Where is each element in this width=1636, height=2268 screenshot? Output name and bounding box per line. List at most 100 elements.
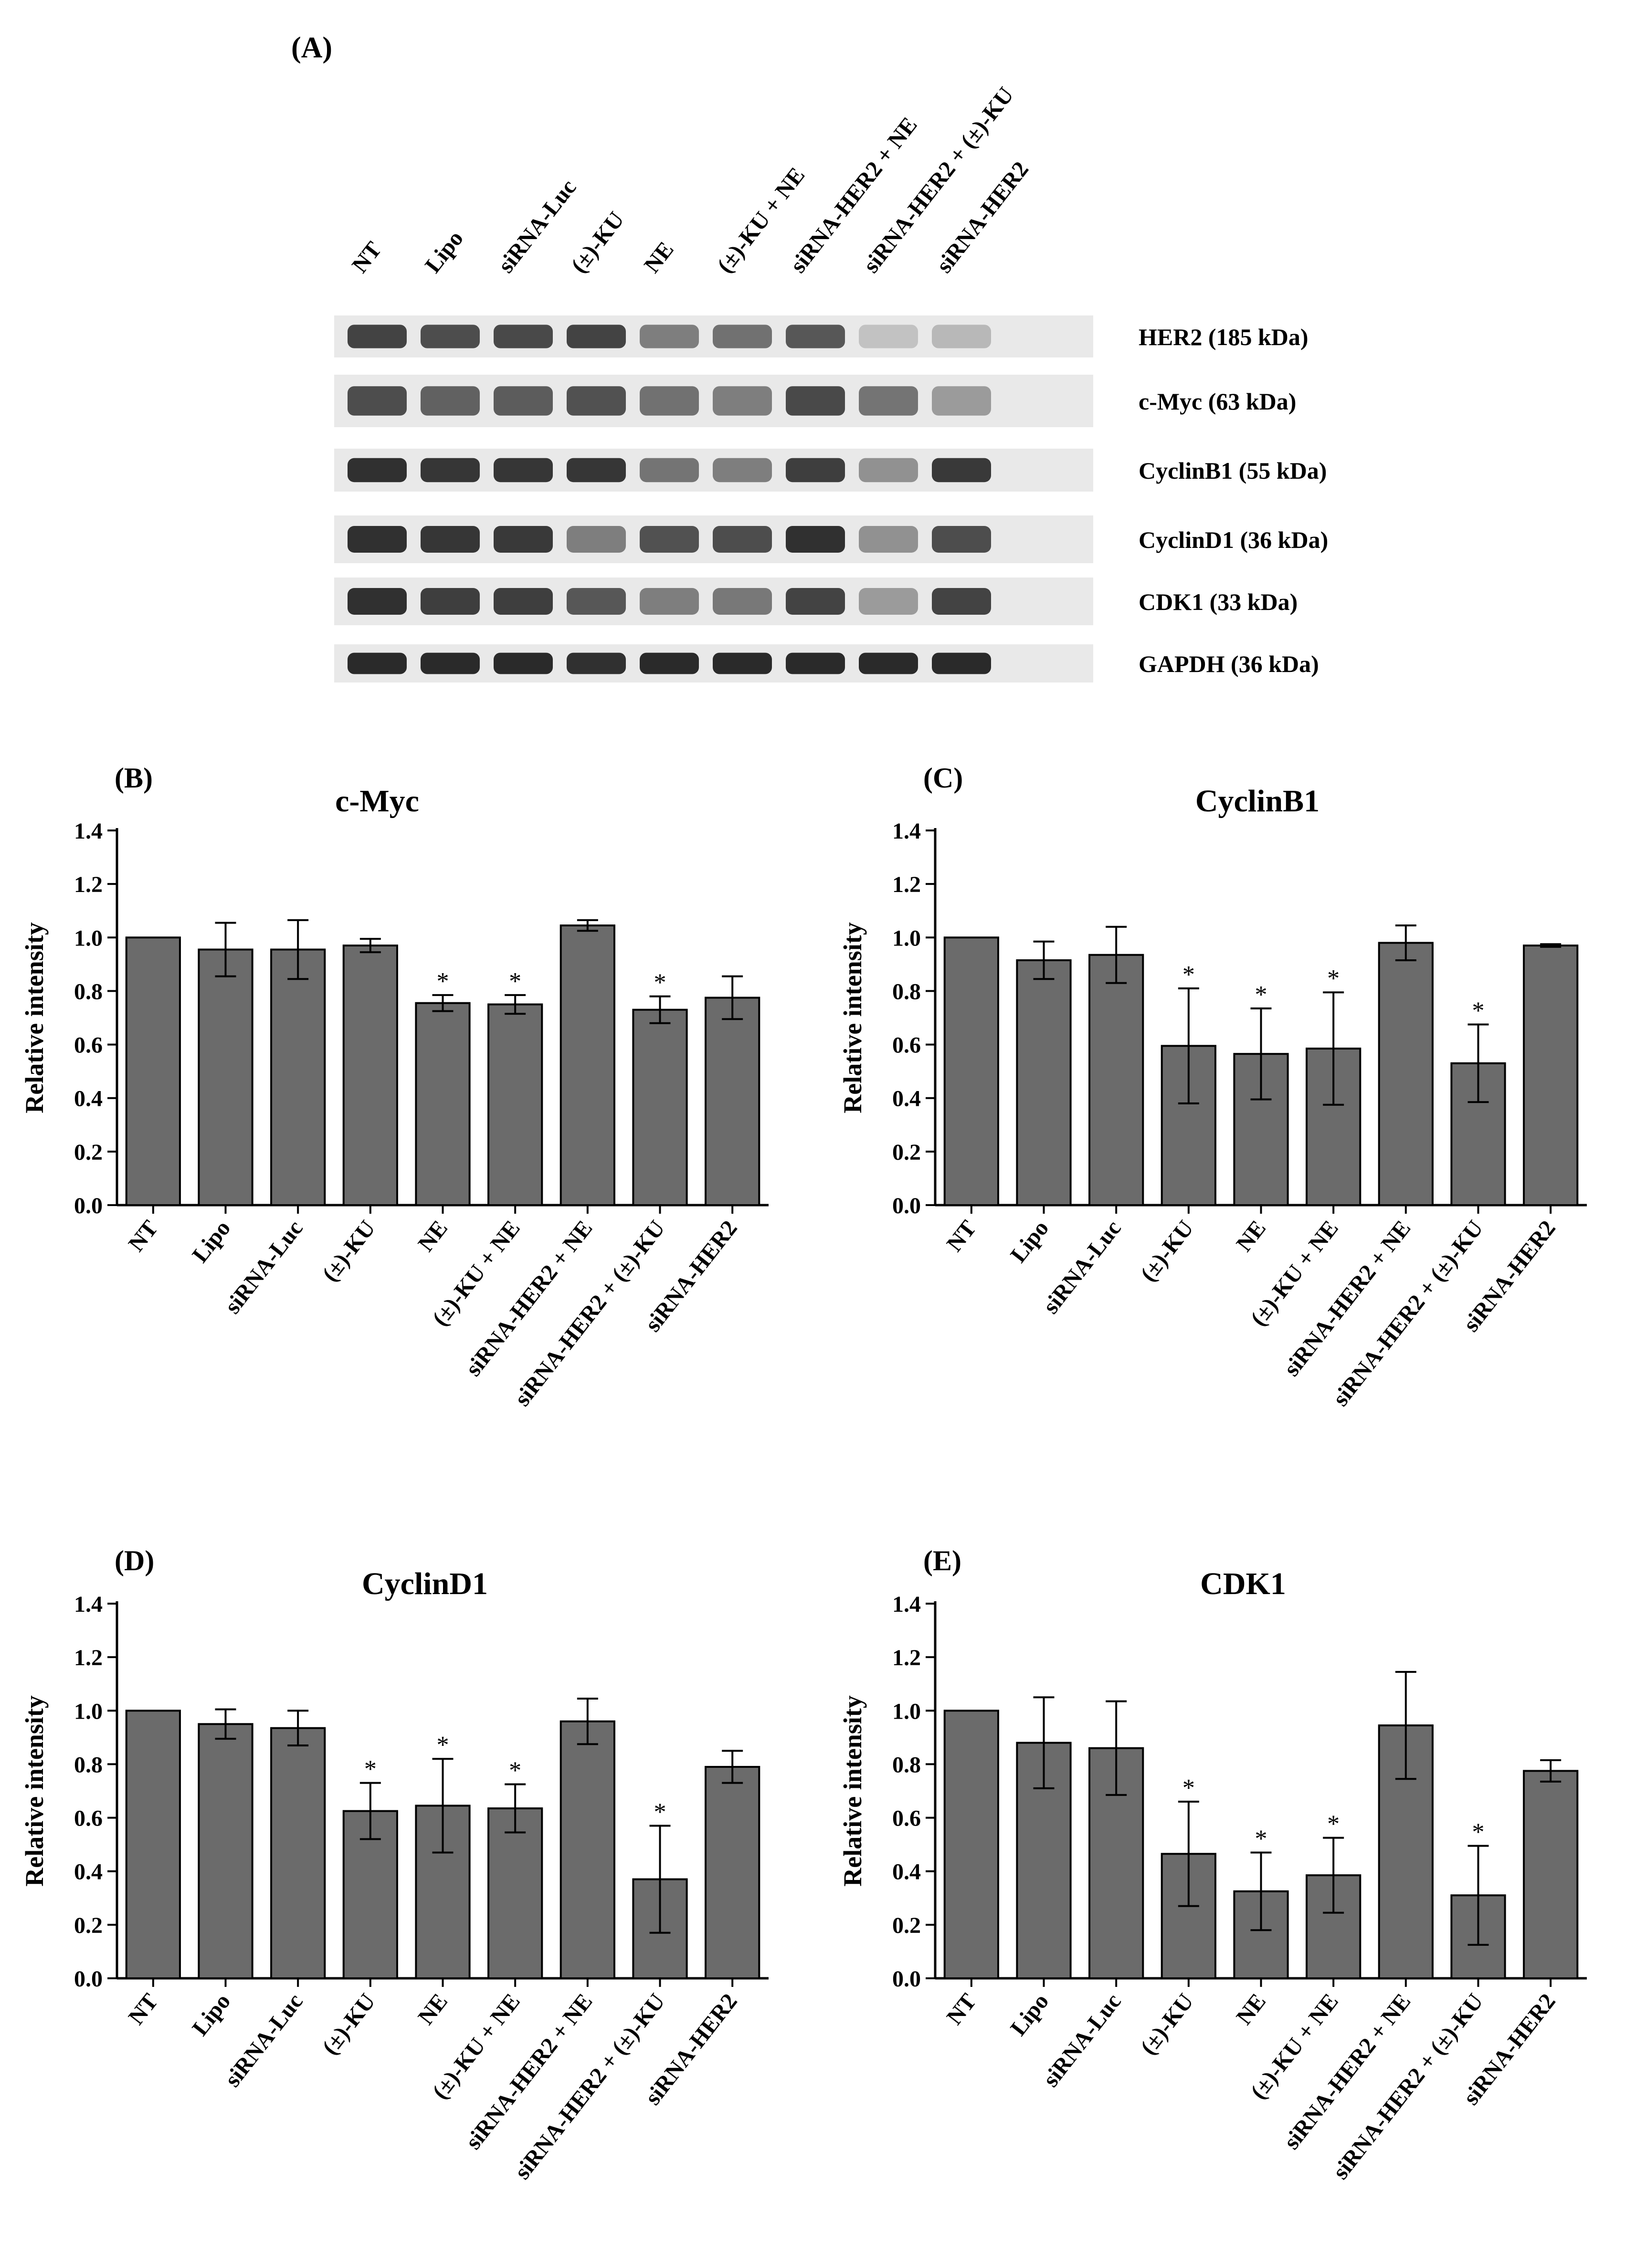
y-tick-label: 0.4 xyxy=(74,1859,103,1885)
x-tick-label: NT xyxy=(942,1216,982,1256)
x-tick-label: (±)-KU xyxy=(317,1989,380,2059)
bar xyxy=(487,1003,543,1206)
bar xyxy=(943,1710,999,1979)
bar xyxy=(1088,954,1144,1207)
blot-row: HER2 (185 kDa) xyxy=(334,315,1309,357)
blot-band xyxy=(421,325,480,348)
y-axis-label: Relative intensity xyxy=(20,1695,49,1886)
y-tick-label: 0.6 xyxy=(74,1033,103,1058)
lane-label: siRNA-HER2 + NE xyxy=(785,112,922,277)
lane-label: Lipo xyxy=(420,226,468,277)
blot-row-label: c-Myc (63 kDa) xyxy=(1139,388,1296,415)
blot-band xyxy=(859,588,918,615)
panel-label-a: (A) xyxy=(291,32,332,64)
bar xyxy=(1378,942,1434,1206)
blot-band xyxy=(567,588,626,615)
x-tick-label: siRNA-HER2 + NE xyxy=(461,1989,598,2154)
blot-band xyxy=(494,526,553,553)
bar xyxy=(705,1766,760,1979)
chart-title: c-Myc xyxy=(335,784,419,819)
blot-band xyxy=(567,325,626,348)
blot-band xyxy=(348,652,407,674)
x-tick-label: NT xyxy=(942,1989,982,2029)
panel-label: (B) xyxy=(115,762,153,794)
blot-band xyxy=(421,458,480,483)
y-tick-label: 0.0 xyxy=(74,1193,103,1218)
blot-band xyxy=(640,588,699,615)
blot-band xyxy=(567,386,626,416)
significance-marker: * xyxy=(1255,981,1267,1008)
lane-label: (±)-KU xyxy=(566,207,629,278)
blot-row: CyclinD1 (36 kDa) xyxy=(334,515,1328,563)
blot-band xyxy=(859,325,918,348)
x-tick-label: NT xyxy=(124,1216,163,1256)
significance-marker: * xyxy=(1182,961,1195,988)
blot-row-label: GAPDH (36 kDa) xyxy=(1139,651,1319,677)
blot-band xyxy=(932,652,991,674)
blot-row: CDK1 (33 kDa) xyxy=(334,578,1298,625)
bar xyxy=(705,997,760,1206)
blot-band xyxy=(932,588,991,615)
x-tick-label: siRNA-HER2 + NE xyxy=(1279,1216,1416,1381)
significance-marker: * xyxy=(1472,998,1485,1025)
x-tick-label: NE xyxy=(413,1216,453,1256)
significance-marker: * xyxy=(509,1757,521,1784)
blot-band xyxy=(640,652,699,674)
blot-row: CyclinB1 (55 kDa) xyxy=(334,449,1327,492)
significance-marker: * xyxy=(654,969,666,997)
bar xyxy=(487,1807,543,1979)
blot-band xyxy=(567,526,626,553)
blot-band xyxy=(786,588,845,615)
bar xyxy=(270,948,326,1206)
y-tick-label: 0.2 xyxy=(74,1913,103,1938)
bar xyxy=(559,1720,615,1979)
x-tick-label: (±)-KU xyxy=(317,1216,380,1286)
blot-band xyxy=(786,458,845,483)
blot-band xyxy=(567,458,626,483)
blot-band xyxy=(421,652,480,674)
x-tick-label: NT xyxy=(124,1989,163,2029)
blot-band xyxy=(640,386,699,416)
blot-band xyxy=(932,386,991,416)
y-tick-label: 0.4 xyxy=(74,1086,103,1112)
panel-label: (D) xyxy=(115,1545,154,1576)
blot-band xyxy=(932,458,991,483)
y-tick-label: 0.6 xyxy=(74,1806,103,1831)
blot-row-label: CyclinB1 (55 kDa) xyxy=(1139,457,1327,484)
blot-band xyxy=(640,458,699,483)
y-tick-label: 0.0 xyxy=(892,1193,921,1218)
blot-band xyxy=(640,526,699,553)
y-tick-label: 0.8 xyxy=(74,979,103,1004)
blot-band xyxy=(348,526,407,553)
blot-band xyxy=(421,386,480,416)
y-tick-label: 0.2 xyxy=(74,1140,103,1165)
blot-band xyxy=(859,652,918,674)
blot-band xyxy=(786,386,845,416)
blot-band xyxy=(640,325,699,348)
bar xyxy=(1523,945,1579,1207)
blot-row: c-Myc (63 kDa) xyxy=(334,375,1296,427)
blot-band xyxy=(786,526,845,553)
y-tick-label: 0.2 xyxy=(892,1913,921,1938)
blot-band xyxy=(348,325,407,348)
blot-band xyxy=(494,588,553,615)
significance-marker: * xyxy=(1472,1818,1485,1846)
x-tick-label: Lipo xyxy=(1005,1989,1054,2040)
lane-label: siRNA-HER2 + (±)-KU xyxy=(858,83,1019,278)
blot-band xyxy=(494,386,553,416)
blot-band xyxy=(494,652,553,674)
y-axis-label: Relative intensity xyxy=(838,922,867,1113)
significance-marker: * xyxy=(437,1732,449,1759)
x-tick-label: Lipo xyxy=(187,1989,235,2040)
blot-row-label: CyclinD1 (36 kDa) xyxy=(1139,526,1328,553)
y-tick-label: 0.4 xyxy=(892,1859,921,1885)
y-tick-label: 1.2 xyxy=(892,872,921,897)
significance-marker: * xyxy=(509,968,521,995)
blot-band xyxy=(859,386,918,416)
blot-band xyxy=(786,652,845,674)
x-tick-label: NE xyxy=(1231,1216,1271,1256)
significance-marker: * xyxy=(364,1756,377,1783)
blot-band xyxy=(713,325,772,348)
significance-marker: * xyxy=(1255,1825,1267,1852)
bar xyxy=(270,1727,326,1980)
